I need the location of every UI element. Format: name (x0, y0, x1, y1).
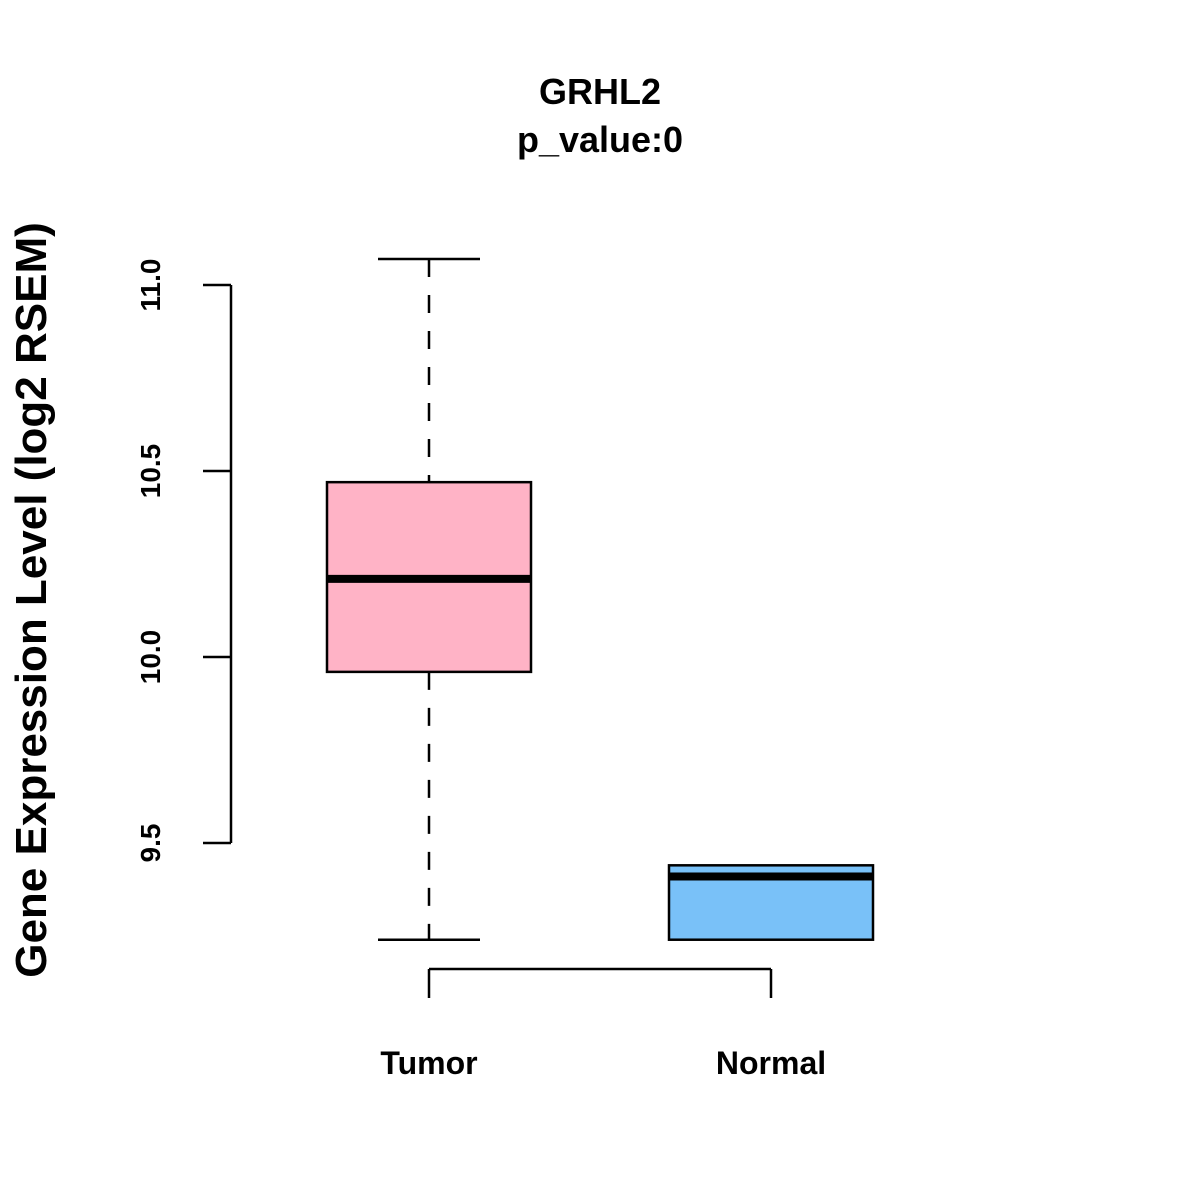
chart-subtitle: p_value:0 (517, 119, 683, 160)
y-tick-label-2: 10.5 (135, 444, 166, 499)
y-tick-label-1: 10.0 (135, 630, 166, 685)
y-axis: 9.5 10.0 10.5 11.0 (135, 259, 233, 863)
y-tick-label-0: 9.5 (135, 824, 166, 863)
x-tick-label-tumor: Tumor (380, 1045, 477, 1081)
x-axis: Tumor Normal (380, 967, 826, 1081)
box-series (325, 257, 875, 941)
y-tick-label-3: 11.0 (135, 259, 166, 312)
chart-title: GRHL2 (539, 71, 661, 112)
box-normal (667, 864, 875, 941)
x-tick-label-normal: Normal (716, 1045, 826, 1081)
box-tumor (325, 257, 533, 941)
y-axis-label: Gene Expression Level (log2 RSEM) (7, 222, 56, 978)
